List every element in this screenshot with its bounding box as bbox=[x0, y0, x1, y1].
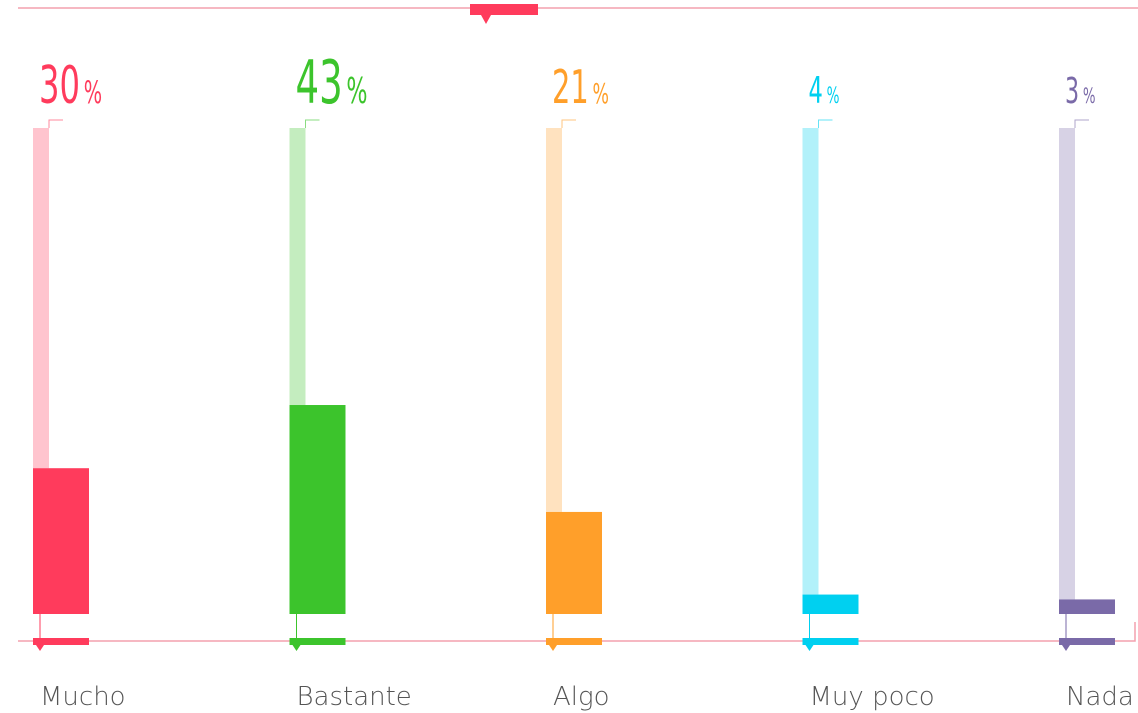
base-tab bbox=[289, 638, 346, 645]
value-unit: % bbox=[84, 75, 102, 111]
track bbox=[289, 128, 306, 406]
value-unit: % bbox=[592, 78, 608, 110]
category-label: Algo bbox=[553, 682, 610, 712]
value-number: 43 bbox=[296, 48, 343, 118]
bar bbox=[546, 511, 602, 614]
bracket bbox=[1074, 119, 1089, 128]
bar bbox=[33, 468, 89, 614]
value-label: 3% bbox=[1065, 71, 1096, 113]
track bbox=[802, 128, 819, 595]
bracket bbox=[305, 119, 320, 128]
category-label: Mucho bbox=[40, 682, 126, 712]
value-number: 30 bbox=[39, 56, 80, 116]
value-label: 4% bbox=[809, 71, 840, 113]
base-pointer bbox=[36, 645, 44, 651]
bracket bbox=[818, 119, 833, 128]
bar bbox=[289, 405, 346, 614]
value-number: 21 bbox=[552, 61, 589, 115]
value-label: 21% bbox=[552, 61, 609, 115]
base-tab bbox=[546, 638, 602, 645]
bar bbox=[802, 594, 859, 614]
base-tab bbox=[802, 638, 859, 645]
value-unit: % bbox=[1083, 84, 1096, 109]
base-tab bbox=[33, 638, 89, 645]
base-pointer bbox=[549, 645, 557, 651]
category-label: Nada bbox=[1066, 682, 1134, 712]
value-unit: % bbox=[827, 84, 840, 109]
baseline-rule bbox=[18, 622, 1136, 642]
value-unit: % bbox=[346, 71, 367, 113]
category-label: Muy poco bbox=[810, 682, 935, 712]
value-label: 30% bbox=[39, 56, 102, 116]
category-label: Bastante bbox=[297, 682, 412, 712]
bracket bbox=[48, 119, 63, 128]
value-number: 3 bbox=[1065, 71, 1079, 113]
base-tab bbox=[1059, 638, 1115, 645]
track bbox=[1059, 128, 1075, 600]
top-tab-pointer bbox=[481, 15, 491, 24]
base-pointer bbox=[805, 645, 814, 651]
value-label: 43% bbox=[296, 48, 368, 118]
base-pointer bbox=[292, 645, 301, 651]
value-number: 4 bbox=[809, 71, 823, 113]
bracket bbox=[561, 119, 576, 128]
track bbox=[33, 128, 49, 469]
bar bbox=[1059, 599, 1115, 614]
top-tab bbox=[470, 4, 538, 15]
track bbox=[546, 128, 562, 512]
base-pointer bbox=[1062, 645, 1070, 651]
